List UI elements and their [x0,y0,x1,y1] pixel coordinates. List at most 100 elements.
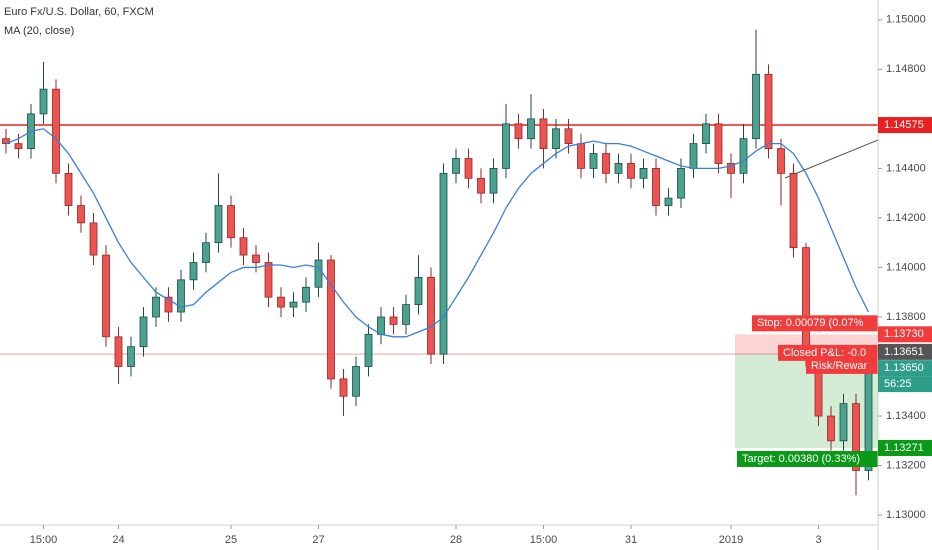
candle-body [764,73,773,149]
candle-body [327,259,335,380]
target-badge: 1.13271 [884,442,924,454]
candle-body [177,279,185,313]
candle-body [652,167,660,206]
countdown-badge: 56:25 [884,378,912,390]
y-tick-label: 1.13200 [886,459,926,471]
y-tick-label: 1.14000 [886,261,926,273]
candle-body [827,415,835,442]
candle-body [352,366,360,397]
y-tick-label: 1.13400 [886,410,926,422]
candle-body [489,167,498,194]
y-tick-label: 1.14800 [886,63,926,75]
candle-body [514,123,523,140]
candle-body [239,237,248,256]
candle-body [289,301,298,308]
candle-body [477,177,485,194]
pnl-label: Closed P&L: -0.0 [783,347,866,359]
candle-body [264,262,273,298]
candle-body [614,163,623,174]
candle-body [139,316,148,348]
y-tick-label: 1.15000 [886,14,926,26]
last-price-badge-box [878,360,932,377]
x-tick-label: 3 [815,534,821,546]
plot-area: Stop: 0.00079 (0.07% Closed P&L: -0.0Risk… [0,29,878,496]
x-tick-label: 15:00 [30,534,58,546]
candle-body [677,167,685,199]
candle-body [639,167,648,179]
candle-body [164,296,173,313]
candle-body [564,128,573,145]
last-price-badge: 1.13650 [884,362,924,374]
candle-body [302,286,310,303]
candle-body [727,163,735,174]
y-tick-label: 1.13000 [886,509,926,521]
candle-body [627,163,635,179]
indicator-legend: MA (20, close) [4,25,74,37]
candle-body [802,247,810,358]
candle-body [777,148,785,174]
entry-badge: 1.13651 [884,346,924,358]
candle-body [402,304,410,325]
candle-body [589,153,598,169]
candle-body [114,336,123,367]
candle-body [277,296,285,308]
chart-title: Euro Fx/U.S. Dollar, 60, FXCM [4,6,154,18]
x-tick-label: 31 [625,534,637,546]
price-line-badge-box [878,117,932,134]
stop-badge-box [878,326,932,343]
candle-body [377,316,385,335]
countdown-badge-box [878,376,932,393]
candle-body [464,158,473,179]
candle-body [527,118,535,140]
x-tick-label: 24 [112,534,124,546]
candle-body [714,123,723,164]
candle-body [752,73,760,140]
target-label-box [737,450,878,467]
rr-label-box [806,357,878,374]
rr-label: Risk/Rewar [811,360,868,372]
candle-body [539,118,548,149]
entry-badge-box [878,343,932,360]
candle-body [214,205,223,244]
stop-label-box [752,315,878,332]
candle-body [739,138,748,174]
axes: 1.15000 1.14800 1.14400 1.14200 1.14000 1.138… [30,14,932,546]
candle-body [602,153,610,174]
target-label: Target: 0.00380 (0.33%) [742,453,860,465]
candle-body [702,123,710,145]
x-tick-label: 2019 [719,534,743,546]
candle-body [52,88,60,174]
candle-body [689,143,698,169]
x-tick-label: 15:00 [530,534,558,546]
candle-body [389,316,398,325]
candle-body [427,276,435,355]
pnl-label-box [778,344,878,361]
stop-badge: 1.13730 [884,328,924,340]
candle-body [439,172,448,355]
candle-body [189,262,198,281]
candle-body [664,197,673,206]
candle-body [314,259,323,288]
ma-line [5,128,870,338]
candle-body [152,296,160,318]
candle-body [414,276,423,305]
y-tick-label: 1.13800 [886,311,926,323]
candle-body [39,88,48,115]
x-tick-label: 28 [450,534,462,546]
candle-body [502,123,510,169]
candle-body [852,403,860,471]
stop-label: Stop: 0.00079 (0.07% [757,317,864,329]
candle-body [839,403,848,442]
candle-body [64,172,73,206]
candle-body [339,378,348,397]
candle-body [577,143,585,169]
candle-body [789,172,798,249]
trend-line [784,139,878,179]
candle-body [252,254,260,263]
candle-body [89,222,98,256]
candle-body [127,346,135,367]
target-badge-box [878,439,932,456]
candle-body [102,254,110,338]
